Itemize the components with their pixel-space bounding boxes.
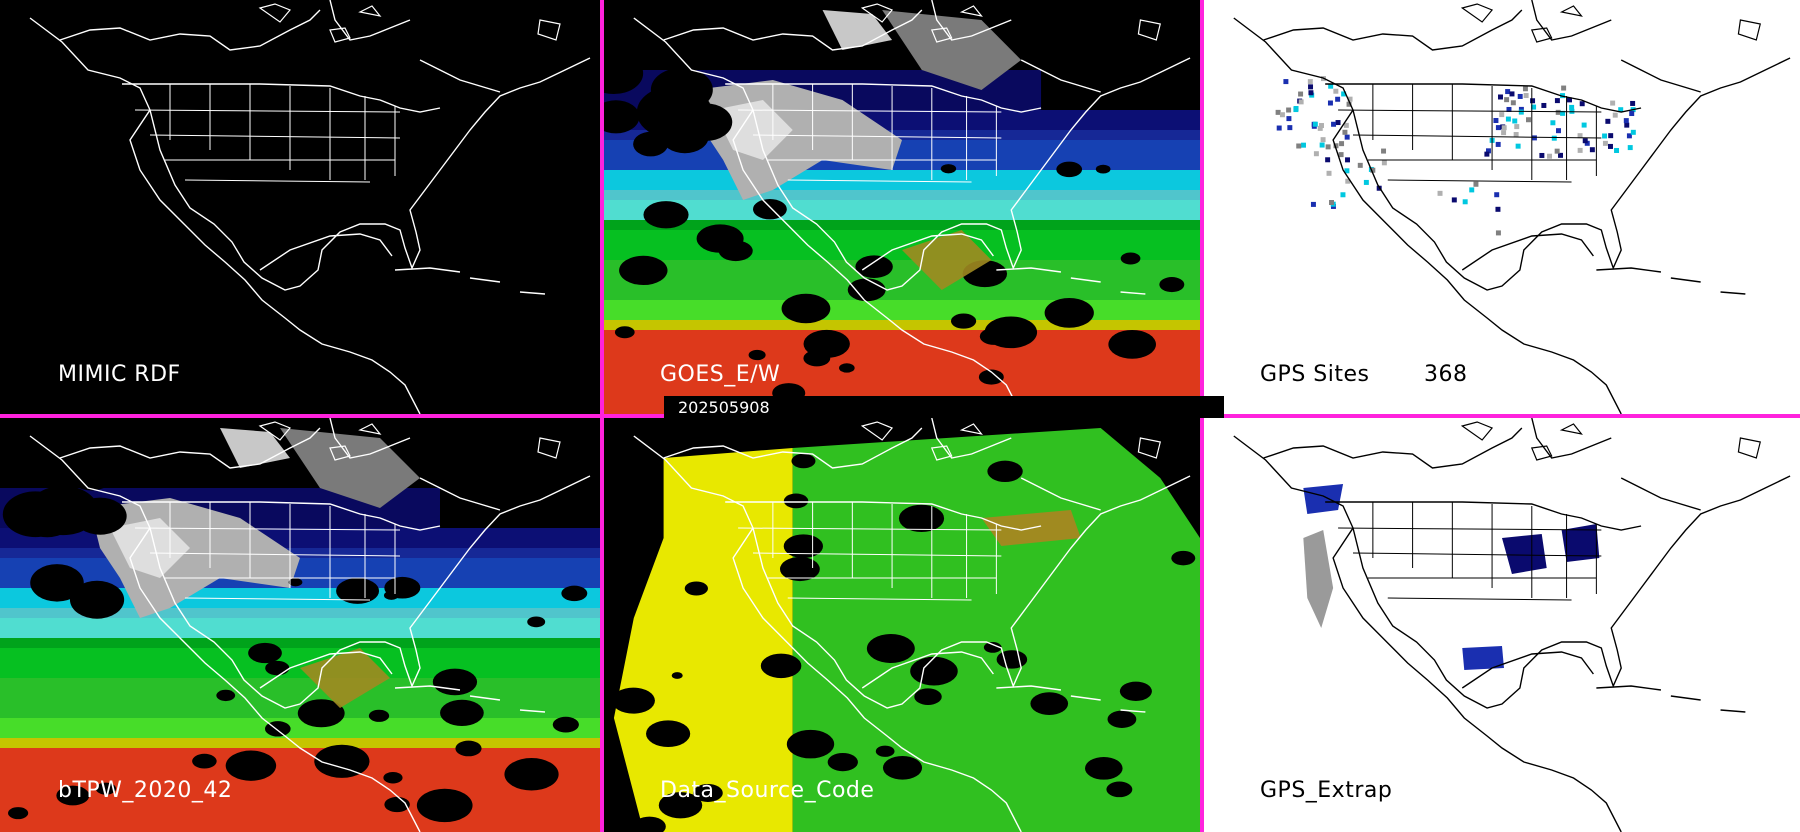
- label-mimic-rdf: MIMIC RDF: [58, 362, 181, 387]
- coastline-outline: [1233, 0, 1791, 414]
- panel-data-source-code: Data_Source_Code: [604, 418, 1200, 832]
- label-data-source-code: Data_Source_Code: [660, 778, 875, 803]
- label-goes-ew: GOES_E/W: [660, 362, 781, 387]
- panel-goes-ew: GOES_E/W: [604, 0, 1200, 414]
- vertical-separator-left: [600, 0, 604, 832]
- map-goes-ew: [604, 0, 1200, 414]
- map-gps-sites: [1233, 0, 1791, 414]
- panel-gps-extrap: GPS_Extrap: [1204, 418, 1800, 832]
- tpw-field: [0, 418, 600, 832]
- coastline-outline: [633, 0, 1191, 414]
- coastline-outline: [1233, 418, 1791, 832]
- tpw-field: [604, 0, 1200, 414]
- map-gps-extrap: [1233, 418, 1791, 832]
- coastline-outline: [633, 418, 1191, 832]
- timestamp-strip: 202505908: [664, 396, 1224, 418]
- panel-btpw: bTPW_2020_42: [0, 418, 600, 832]
- label-gps-extrap: GPS_Extrap: [1260, 778, 1393, 803]
- panel-mimic-rdf: MIMIC RDF: [0, 0, 600, 414]
- source-code-field: [604, 418, 1200, 832]
- gps-site-count: 368: [1424, 362, 1468, 387]
- map-mimic-rdf: [29, 0, 591, 414]
- map-data-source-code: [604, 418, 1200, 832]
- label-gps-sites: GPS Sites: [1260, 362, 1370, 387]
- coastline-outline: [29, 418, 591, 832]
- timestamp-label: 202505908: [678, 398, 770, 417]
- panel-gps-sites: GPS Sites 368: [1204, 0, 1800, 414]
- label-btpw: bTPW_2020_42: [58, 778, 233, 803]
- coastline-outline: [29, 0, 591, 414]
- gps-extrap-field: [1303, 484, 1600, 670]
- map-btpw: [0, 418, 600, 832]
